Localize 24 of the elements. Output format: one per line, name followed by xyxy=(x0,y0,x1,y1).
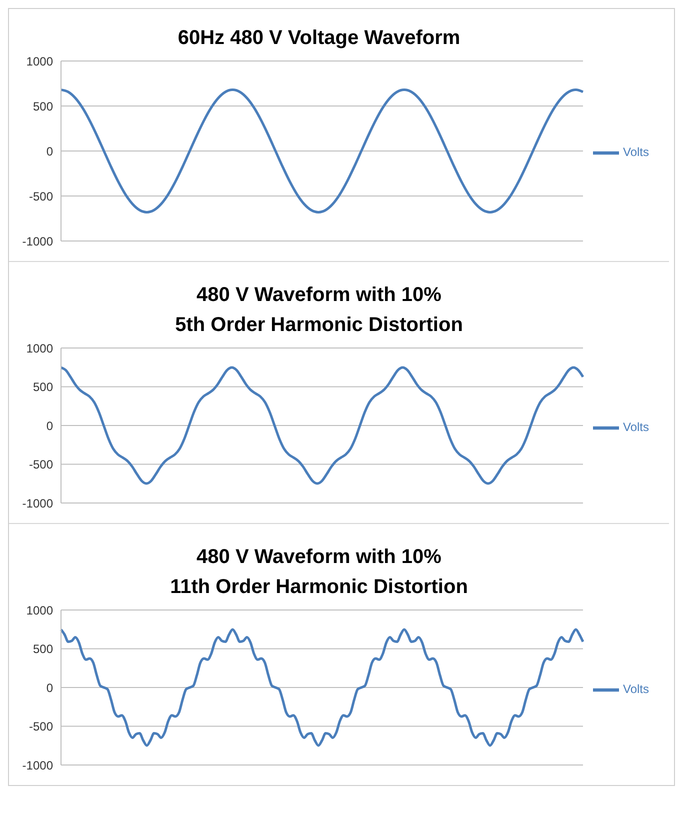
y-tick-label: 500 xyxy=(32,380,54,394)
y-tick-label: -1000 xyxy=(22,496,54,510)
legend-label: Volts xyxy=(622,420,649,434)
chart-title: 480 V Waveform with 10% 11th Order Harmonic Distortion xyxy=(169,545,469,600)
y-tick-label: 500 xyxy=(32,642,54,656)
y-tick-label: 1000 xyxy=(26,603,54,618)
y-tick-label: -1000 xyxy=(22,234,54,248)
y-tick-label: -500 xyxy=(28,458,54,472)
y-tick-label: -500 xyxy=(28,189,54,204)
line-series xyxy=(60,366,584,485)
legend-label: Volts xyxy=(622,145,649,160)
line-series xyxy=(60,628,584,747)
y-tick-label: 1000 xyxy=(26,54,54,68)
y-tick-label: 1000 xyxy=(26,341,54,356)
y-tick-label: 0 xyxy=(46,418,54,433)
y-tick-label: -500 xyxy=(28,720,54,734)
y-tick-label: 0 xyxy=(46,144,54,158)
chart-title: 60Hz 480 V Voltage Waveform xyxy=(176,26,462,51)
line-series xyxy=(60,88,584,214)
legend-label: Volts xyxy=(622,682,649,696)
y-tick-label: 0 xyxy=(46,680,54,695)
y-tick-label: -1000 xyxy=(22,758,54,772)
chart-title: 480 V Waveform with 10% 5th Order Harmonic Distortion xyxy=(174,283,464,338)
y-tick-label: 500 xyxy=(32,99,54,114)
